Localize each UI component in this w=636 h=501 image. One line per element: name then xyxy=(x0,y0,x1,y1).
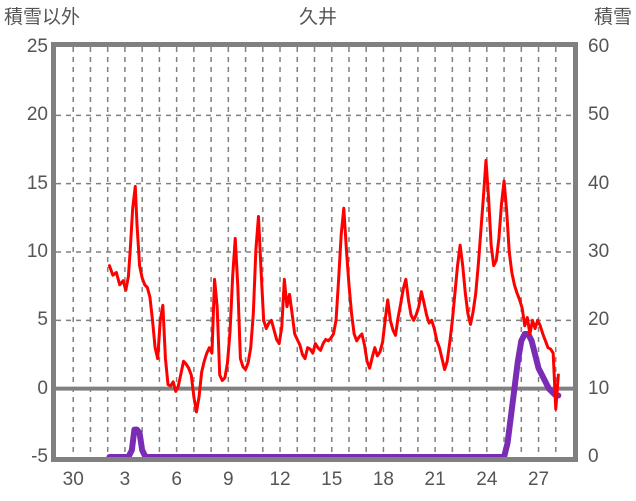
x-tick-9: 9 xyxy=(223,469,234,490)
plot-svg xyxy=(56,47,573,457)
plot-area xyxy=(51,42,578,462)
x-tick-15: 15 xyxy=(321,469,343,490)
x-tick-18: 18 xyxy=(372,469,394,490)
temperature-line xyxy=(107,158,560,414)
x-tick-21: 21 xyxy=(424,469,446,490)
left-tick-20: 20 xyxy=(26,104,48,126)
page-title: 久井 xyxy=(298,7,337,28)
left-axis-header: 積雪以外 xyxy=(4,7,81,28)
right-tick-10: 10 xyxy=(588,377,610,399)
vertical-gridlines xyxy=(72,47,557,457)
x-tick-12: 12 xyxy=(269,469,291,490)
x-tick-27: 27 xyxy=(527,469,550,490)
left-tick-neg5: -5 xyxy=(31,446,48,467)
left-tick-10: 10 xyxy=(26,241,48,262)
x-tick-24: 24 xyxy=(476,469,498,490)
x-tick-30: 30 xyxy=(62,469,84,490)
left-tick-5: 5 xyxy=(37,309,48,331)
left-tick-0: 0 xyxy=(37,377,48,399)
right-tick-60: 60 xyxy=(588,36,610,57)
left-tick-15: 15 xyxy=(26,172,48,194)
right-tick-20: 20 xyxy=(588,309,610,331)
right-tick-0: 0 xyxy=(588,446,599,467)
left-tick-25: 25 xyxy=(26,36,48,57)
right-tick-50: 50 xyxy=(588,104,610,126)
right-tick-40: 40 xyxy=(588,172,610,194)
x-tick-6: 6 xyxy=(171,469,182,490)
plot-inner xyxy=(56,47,573,457)
right-tick-30: 30 xyxy=(588,241,610,262)
snow-depth-line xyxy=(106,331,562,457)
x-tick-3: 3 xyxy=(119,469,131,490)
right-axis-header: 積雪 xyxy=(593,7,632,28)
